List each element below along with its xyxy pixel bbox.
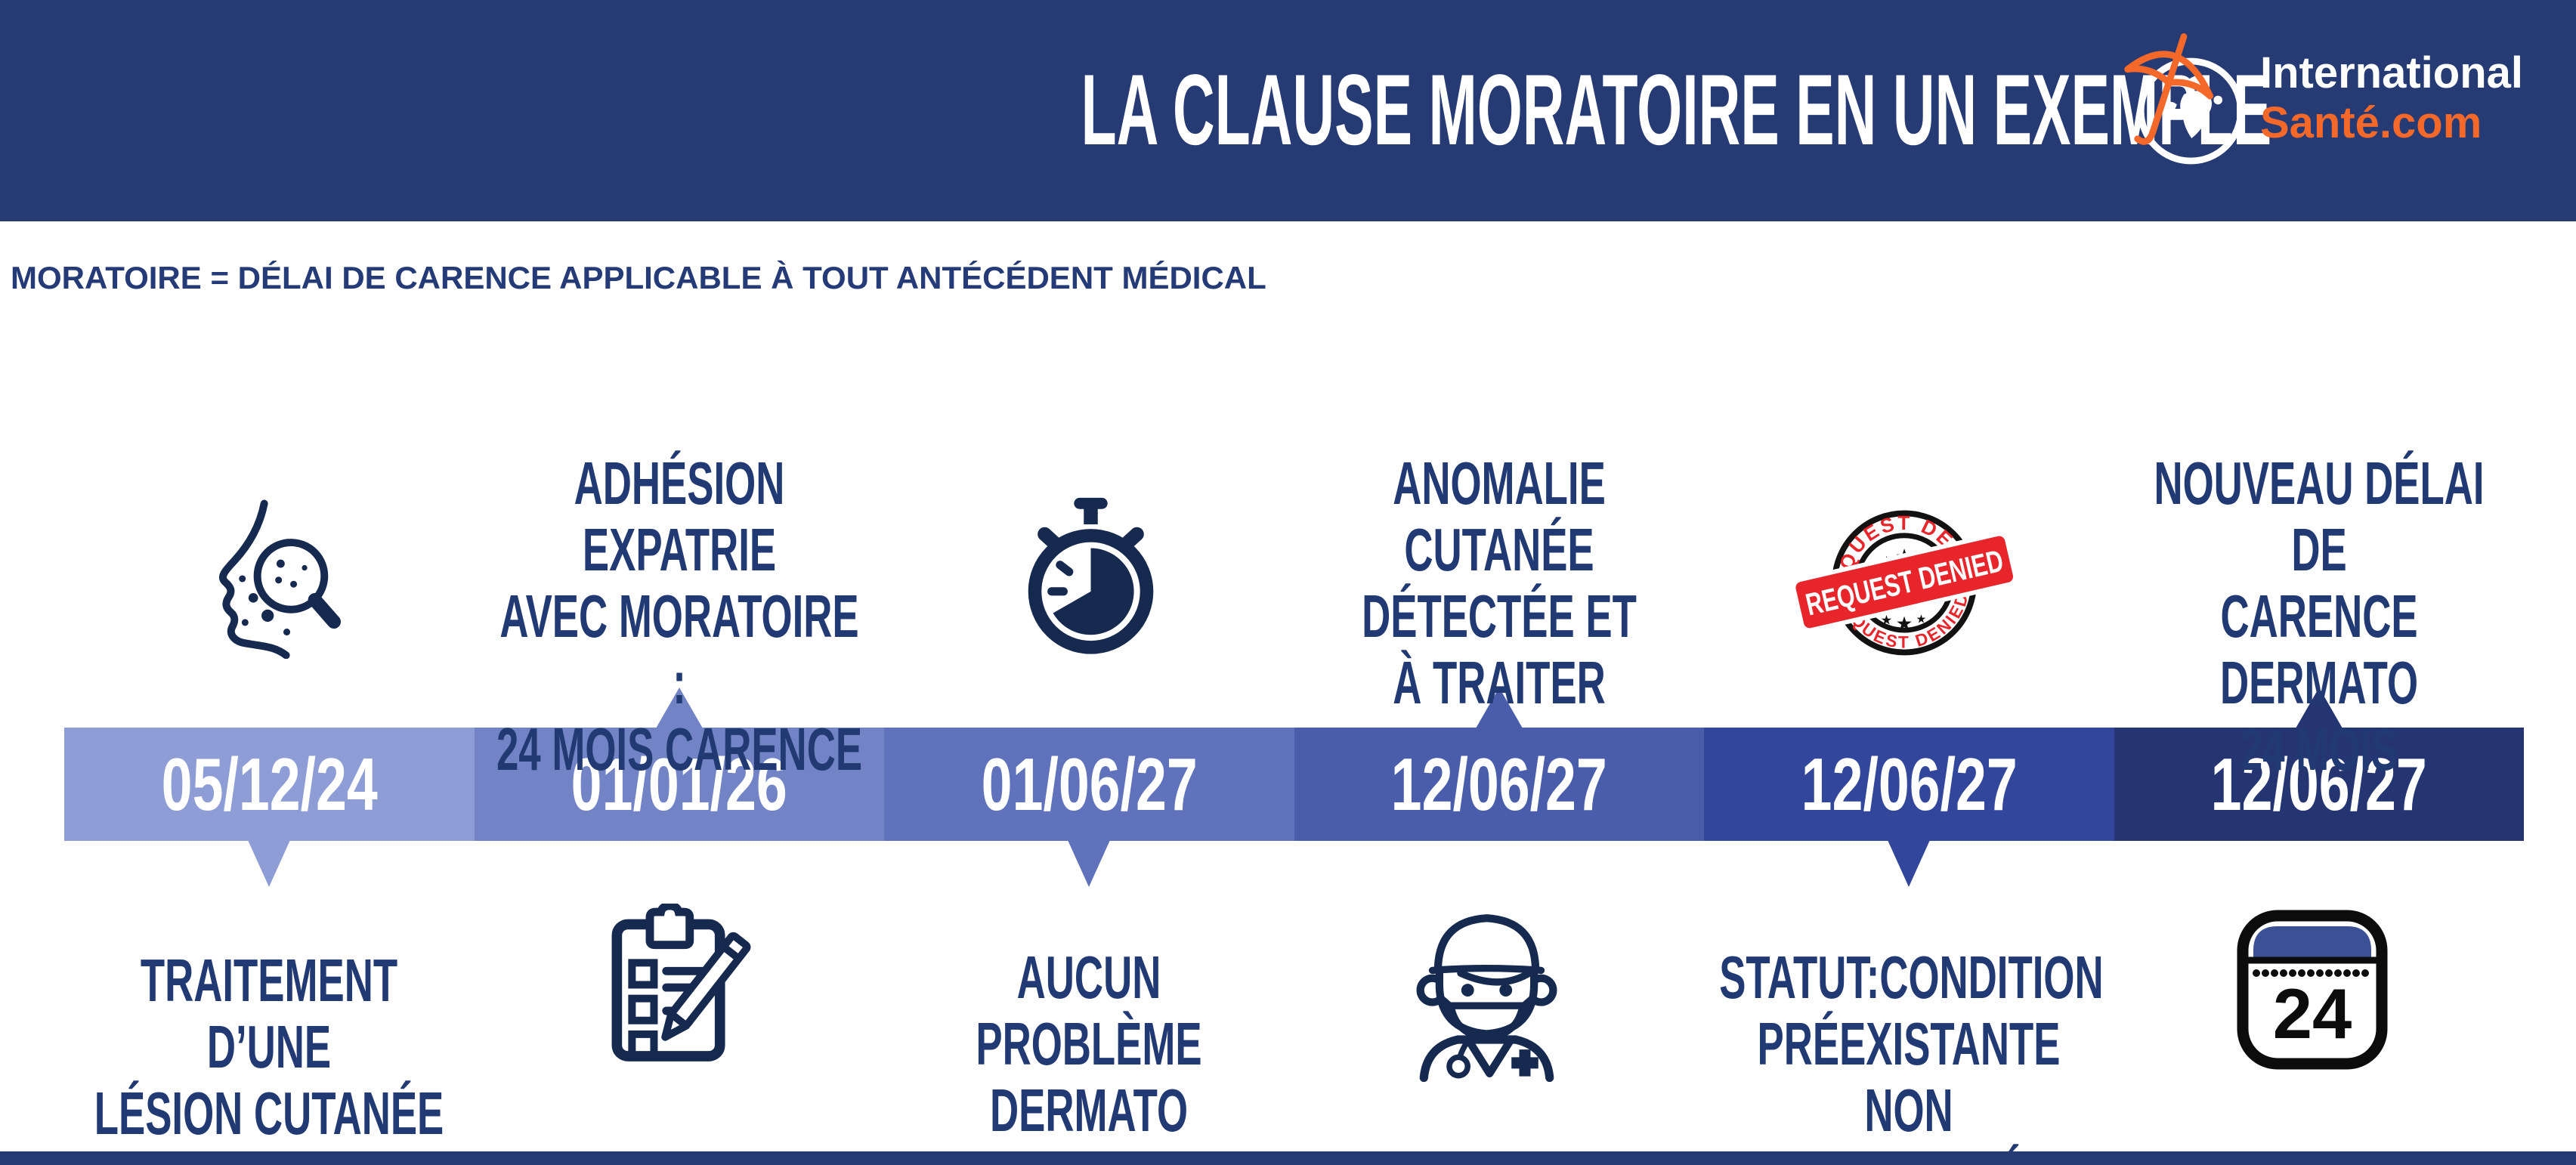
page-title: LA CLAUSE MORATOIRE EN UN EXEMPLE <box>650 50 2272 171</box>
label-above-seg4: ANOMALIE CUTANÉE DÉTECTÉE ET À TRAITER <box>1310 450 1689 716</box>
label-line: À TRAITER <box>1393 649 1606 716</box>
calendar-24-icon: 24 <box>2237 910 2388 1070</box>
header-bar: LA CLAUSE MORATOIRE EN UN EXEMPLE Intern… <box>0 0 2576 221</box>
subtitle: MORATOIRE = DÉLAI DE CARENCE APPLICABLE … <box>11 260 1266 295</box>
clipboard-pencil-icon <box>611 904 751 1061</box>
label-above-seg6: NOUVEAU DÉLAI DE CARENCE DERMATO 24 MOIS <box>2129 450 2509 783</box>
label-line: LÉSION CUTANÉE <box>94 1080 444 1147</box>
star-icon: ★ <box>1916 613 1926 626</box>
label-below-seg1: TRAITEMENT D’UNE LÉSION CUTANÉE <box>79 947 459 1147</box>
page-title-text: LA CLAUSE MORATOIRE EN UN EXEMPLE <box>1081 54 2272 166</box>
footer-bar <box>0 1151 2576 1165</box>
label-line: 24 MOIS CARENCE <box>496 715 863 783</box>
down-arrow-icon <box>1888 840 1931 887</box>
stopwatch-icon <box>1028 497 1154 654</box>
timeline-segment-4: 12/06/27 <box>1294 688 1704 841</box>
logo-text: International Santé.com <box>2260 48 2523 148</box>
request-denied-stamp: REQUEST DENIED REQUEST DENIED ★ ★ ★ ★ ★ … <box>1791 493 2018 656</box>
umbrella-icon <box>2124 33 2214 145</box>
label-above-seg2: ADHÉSION EXPATRIE AVEC MORATOIRE : 24 MO… <box>490 450 869 783</box>
label-line: ADHÉSION EXPATRIE <box>574 450 785 583</box>
brand-logo: International Santé.com <box>2121 26 2523 171</box>
up-arrow-icon <box>655 688 703 728</box>
label-line: PRÉEXISTANTE NON <box>1757 1010 2061 1144</box>
globe-umbrella-icon <box>2124 33 2244 165</box>
label-below-seg5: STATUT:CONDITION PRÉEXISTANTE NON REMBOU… <box>1719 944 2104 1165</box>
star-icon: ★ <box>1896 613 1913 635</box>
timeline-segment-5: 12/06/27 <box>1704 728 2114 887</box>
timeline-segment-1: 05/12/24 <box>64 728 475 887</box>
up-arrow-icon <box>2295 688 2343 728</box>
label-line: DÉTECTÉE ET <box>1362 582 1637 650</box>
label-line: 24 MOIS <box>2240 715 2398 783</box>
label-line: ANOMALIE CUTANÉE <box>1393 450 1606 583</box>
svg-text:24: 24 <box>2273 974 2352 1053</box>
label-below-seg3: AUCUN PROBLÈME DERMATO PENDANT 18 MOIS <box>899 944 1279 1165</box>
date-label: 12/06/27 <box>2210 743 2427 826</box>
up-arrow-icon <box>1475 688 1523 728</box>
down-arrow-icon <box>1068 840 1111 887</box>
label-line: AVEC MORATOIRE : <box>499 582 859 716</box>
calendar-dots <box>2253 969 2369 977</box>
down-arrow-icon <box>248 840 291 887</box>
surgeon-icon <box>1416 914 1557 1082</box>
logo-line2: Santé.com <box>2259 98 2482 147</box>
skin-exam-icon <box>219 499 341 659</box>
date-label: 01/01/26 <box>571 743 787 826</box>
date-label: 12/06/27 <box>1390 743 1607 826</box>
timeline-band: 05/12/24 01/01/26 01/06/27 12/06/27 12/0… <box>64 688 2524 887</box>
label-line: CARENCE DERMATO <box>2219 582 2419 716</box>
label-line: NOUVEAU DÉLAI DE <box>2154 450 2485 583</box>
timeline-segment-6: 12/06/27 <box>2114 688 2524 841</box>
star-icon: ★ <box>1881 612 1893 627</box>
label-line: AUCUN PROBLÈME <box>976 944 1202 1077</box>
date-label: 01/06/27 <box>981 743 1198 826</box>
label-line: STATUT:CONDITION <box>1719 944 2104 1011</box>
timeline-segment-3: 01/06/27 <box>884 728 1294 887</box>
label-line: TRAITEMENT D’UNE <box>140 947 398 1080</box>
logo-line1: International <box>2259 48 2523 97</box>
timeline-segment-2: 01/01/26 <box>474 688 884 841</box>
date-label: 05/12/24 <box>161 743 378 826</box>
date-label: 12/06/27 <box>1801 743 2018 826</box>
